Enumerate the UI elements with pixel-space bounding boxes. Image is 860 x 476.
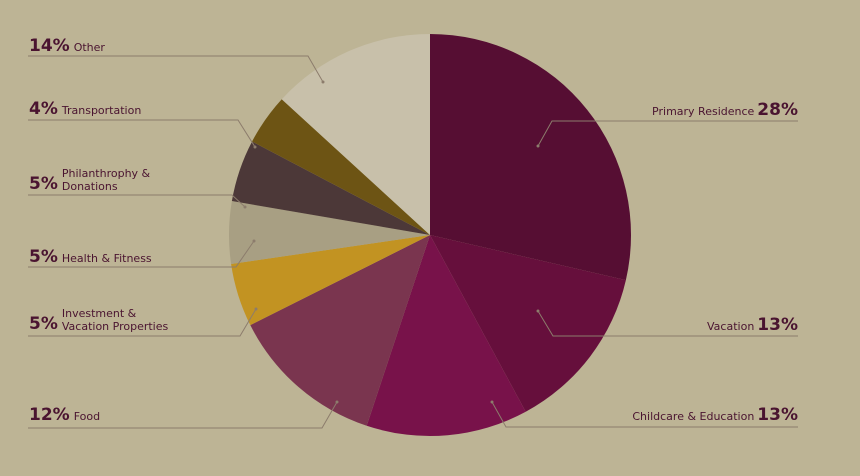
label-investment-line2: Vacation Properties: [61, 320, 169, 333]
label-other-name: Other: [73, 41, 105, 54]
label-philanthropy-line2: Donations: [61, 180, 118, 193]
pie-slice-investment-vacation-properties: [231, 235, 430, 326]
label-primary-residence-pct: 28%: [757, 100, 798, 120]
leader-line: [28, 55, 324, 83]
label-other-pct: 14%: [29, 36, 70, 56]
label-transportation: 4% Transportation: [29, 101, 141, 118]
pie-slice-other: [281, 33, 430, 235]
label-vacation: Vacation 13%: [707, 317, 798, 334]
pie-slice-childcare-education: [366, 235, 526, 436]
label-vacation-name: Vacation: [707, 320, 755, 333]
label-other: 14% Other: [29, 38, 105, 55]
label-investment-pct: 5%: [29, 314, 58, 334]
leader-line: [28, 119, 256, 148]
label-philanthropy-pct: 5%: [29, 174, 58, 194]
label-childcare-name: Childcare & Education: [632, 410, 755, 423]
leader-line: [537, 120, 798, 147]
label-health: 5% Health & Fitness: [29, 249, 152, 266]
label-vacation-pct: 13%: [757, 315, 798, 335]
label-childcare: Childcare & Education 13%: [632, 407, 798, 424]
label-food-name: Food: [73, 410, 101, 423]
label-transportation-name: Transportation: [61, 104, 142, 117]
leader-line: [28, 401, 338, 429]
leader-line: [537, 310, 798, 337]
label-investment: 5% Investment & Vacation Properties: [29, 307, 168, 333]
label-health-pct: 5%: [29, 247, 58, 267]
pie-slice-health-fitness: [229, 201, 430, 264]
label-food-pct: 12%: [29, 405, 70, 425]
leader-dot: [243, 205, 247, 209]
leader-dot: [335, 400, 339, 404]
pie-slice-transportation: [252, 99, 430, 235]
label-transportation-pct: 4%: [29, 99, 58, 119]
leader-dot: [490, 400, 494, 404]
label-childcare-pct: 13%: [757, 405, 798, 425]
label-health-name: Health & Fitness: [61, 252, 152, 265]
leader-line: [28, 308, 257, 337]
leader-dot: [536, 144, 540, 148]
pie-slice-philanthrophy-donations: [231, 141, 430, 235]
pie-slice-vacation: [430, 235, 626, 412]
pie-slice-primary-residence: [430, 33, 632, 281]
leader-line: [491, 401, 798, 428]
leader-line: [28, 240, 255, 268]
label-investment-line1: Investment &: [61, 307, 137, 320]
pie-slice-food: [250, 235, 430, 426]
leader-line: [28, 194, 246, 208]
leader-dot: [252, 239, 256, 243]
label-philanthropy-line1: Philanthrophy &: [61, 167, 151, 180]
label-philanthropy: 5% Philanthrophy & Donations: [29, 167, 150, 193]
leader-dot: [536, 309, 540, 313]
leader-dot: [321, 80, 325, 84]
leader-dot: [254, 307, 258, 311]
leader-dot: [253, 145, 257, 149]
label-primary-residence-name: Primary Residence: [652, 105, 755, 118]
label-food: 12% Food: [29, 407, 100, 424]
label-primary-residence: Primary Residence 28%: [652, 102, 798, 119]
